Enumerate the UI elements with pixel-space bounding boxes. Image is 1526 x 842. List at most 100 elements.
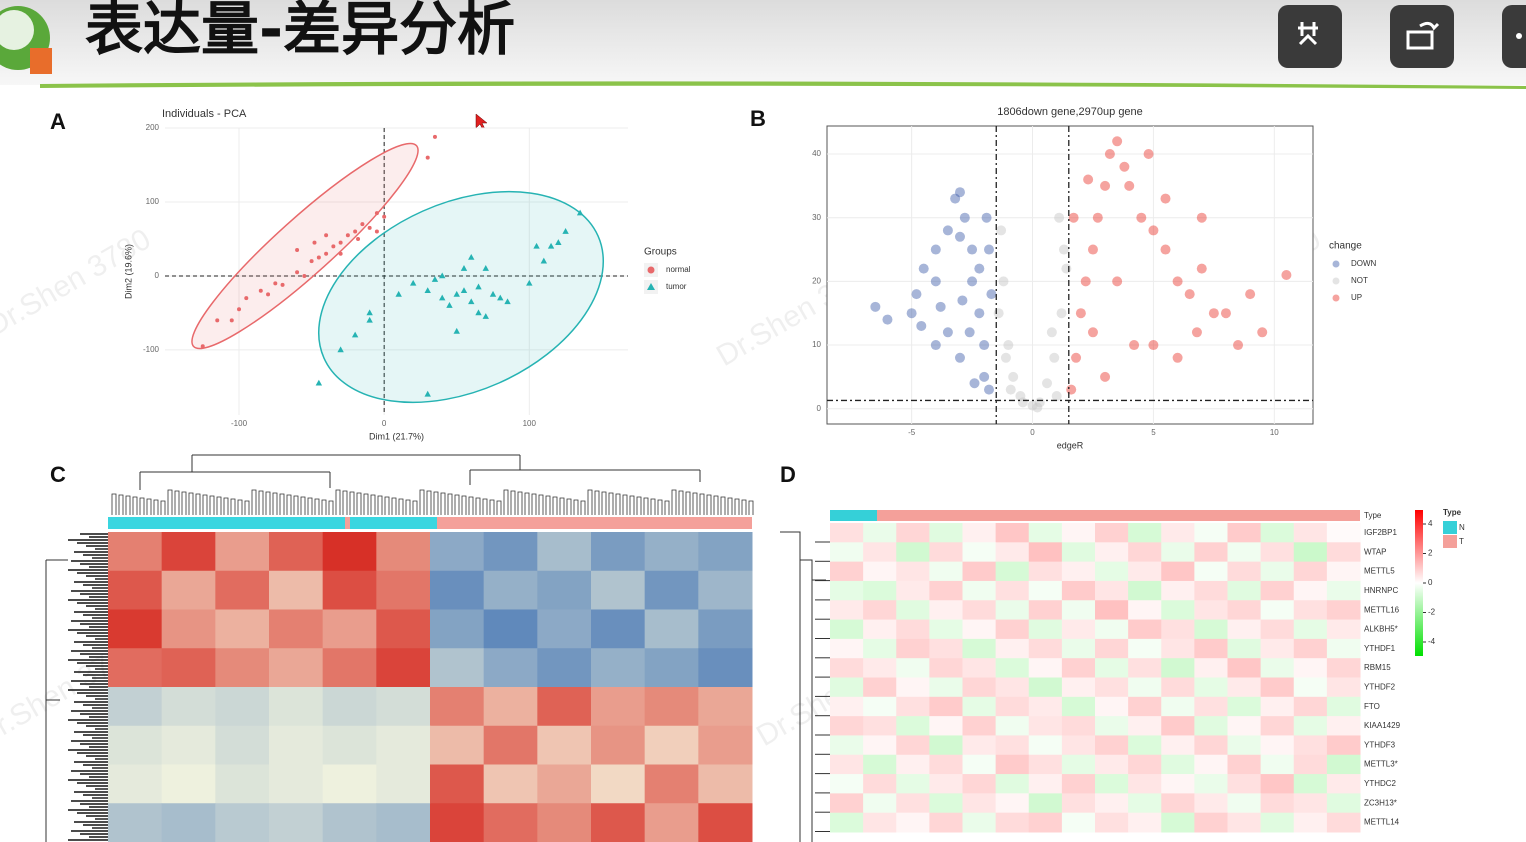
heatmap-cell bbox=[1260, 677, 1295, 698]
heatmap-cell bbox=[1293, 542, 1328, 563]
heatmap-cell bbox=[108, 725, 163, 765]
heatmap-cell bbox=[863, 638, 897, 659]
heatmap-cell bbox=[161, 648, 216, 688]
heatmap-cell bbox=[161, 532, 216, 572]
heatmap-cell bbox=[1128, 542, 1162, 563]
column-dendrogram bbox=[139, 454, 701, 490]
point bbox=[1061, 263, 1072, 274]
point bbox=[942, 327, 953, 338]
column-dendrogram bbox=[279, 493, 285, 515]
column-dendrogram bbox=[377, 495, 383, 515]
x-tick-label: -100 bbox=[231, 419, 248, 428]
heatmap-cell bbox=[1061, 523, 1096, 543]
heatmap-cell bbox=[698, 687, 753, 727]
column-dendrogram bbox=[545, 495, 551, 515]
heatmap-cell bbox=[1260, 542, 1295, 563]
column-dendrogram bbox=[349, 491, 355, 515]
point bbox=[540, 257, 548, 264]
heatmap-cell bbox=[376, 687, 431, 727]
legend-key bbox=[1443, 521, 1457, 534]
heatmap-cell bbox=[1293, 754, 1328, 775]
x-axis-label: edgeR bbox=[1057, 440, 1084, 450]
point bbox=[979, 340, 990, 351]
heatmap-cell bbox=[962, 793, 997, 814]
point bbox=[1148, 340, 1159, 351]
more-button[interactable] bbox=[1502, 5, 1526, 68]
legend-marker bbox=[1332, 260, 1340, 268]
heatmap-cell bbox=[1326, 677, 1361, 698]
point bbox=[351, 331, 359, 338]
x-tick-label: -5 bbox=[908, 428, 916, 437]
point bbox=[356, 236, 361, 241]
point bbox=[576, 209, 584, 216]
point bbox=[954, 231, 965, 242]
heatmap-cell bbox=[863, 735, 897, 756]
point bbox=[1051, 390, 1062, 401]
heatmap-cell bbox=[1227, 638, 1262, 659]
heatmap-cell bbox=[995, 523, 1030, 543]
point bbox=[954, 187, 965, 198]
column-dendrogram bbox=[370, 494, 376, 515]
heatmap-cell bbox=[161, 570, 216, 610]
heatmap-cell bbox=[962, 696, 997, 717]
annotation-bar bbox=[877, 510, 1360, 521]
column-dendrogram bbox=[447, 493, 453, 515]
heatmap-cell bbox=[929, 754, 963, 775]
heatmap-cell bbox=[1161, 735, 1195, 756]
point bbox=[1112, 136, 1123, 147]
heatmap-cell bbox=[1260, 774, 1295, 794]
plot-area bbox=[826, 125, 1314, 425]
x-axis-label: Dim1 (21.7%) bbox=[369, 431, 424, 441]
heatmap-cell bbox=[269, 532, 324, 572]
point bbox=[324, 251, 329, 256]
point bbox=[366, 309, 373, 316]
column-dendrogram bbox=[321, 499, 327, 515]
heatmap-cell bbox=[863, 774, 897, 794]
heatmap-cell bbox=[269, 570, 324, 610]
heatmap-cell bbox=[896, 542, 930, 563]
point bbox=[870, 301, 881, 312]
heatmap-cell bbox=[108, 803, 163, 842]
column-dendrogram bbox=[272, 492, 278, 515]
heatmap-cell bbox=[215, 609, 270, 649]
rotate-button[interactable] bbox=[1390, 5, 1454, 68]
point bbox=[1042, 378, 1053, 389]
row-dendrogram bbox=[45, 559, 68, 842]
point bbox=[1049, 352, 1060, 363]
heatmap-cell bbox=[537, 532, 592, 572]
point bbox=[439, 294, 446, 301]
colorbar-tick-label: -2 bbox=[1428, 608, 1436, 617]
chart-title: Individuals - PCA bbox=[162, 108, 247, 120]
heatmap-cell bbox=[1128, 638, 1162, 659]
header-rule bbox=[40, 81, 1526, 89]
point bbox=[1196, 212, 1207, 223]
point bbox=[1087, 327, 1098, 338]
point bbox=[337, 346, 344, 353]
y-tick-label: 10 bbox=[812, 340, 821, 349]
column-dendrogram bbox=[489, 499, 495, 515]
heatmap-cell bbox=[1028, 696, 1063, 717]
heatmap-cell bbox=[1326, 812, 1361, 833]
point bbox=[1196, 263, 1207, 274]
point bbox=[431, 276, 439, 282]
heatmap-cell bbox=[1061, 638, 1096, 659]
heatmap-cell bbox=[1194, 658, 1228, 678]
heatmap-cell bbox=[108, 570, 163, 610]
heatmap-cell bbox=[591, 609, 646, 649]
heatmap-cell bbox=[896, 735, 930, 756]
column-dendrogram bbox=[566, 498, 572, 515]
heatmap-cell bbox=[1326, 561, 1361, 582]
heatmap-cell bbox=[1161, 793, 1195, 814]
heatmap-cell bbox=[962, 619, 997, 640]
point bbox=[1100, 371, 1111, 382]
heatmap-cell bbox=[896, 774, 930, 794]
heatmap-cell bbox=[863, 677, 897, 698]
heatmap-cell bbox=[1028, 716, 1063, 736]
column-dendrogram bbox=[748, 500, 754, 515]
column-dendrogram bbox=[580, 500, 586, 515]
heatmap-cell bbox=[215, 687, 270, 727]
heatmap-cell bbox=[1194, 754, 1228, 775]
point bbox=[533, 242, 540, 249]
row-label: Type bbox=[1364, 511, 1382, 520]
point bbox=[453, 327, 460, 334]
